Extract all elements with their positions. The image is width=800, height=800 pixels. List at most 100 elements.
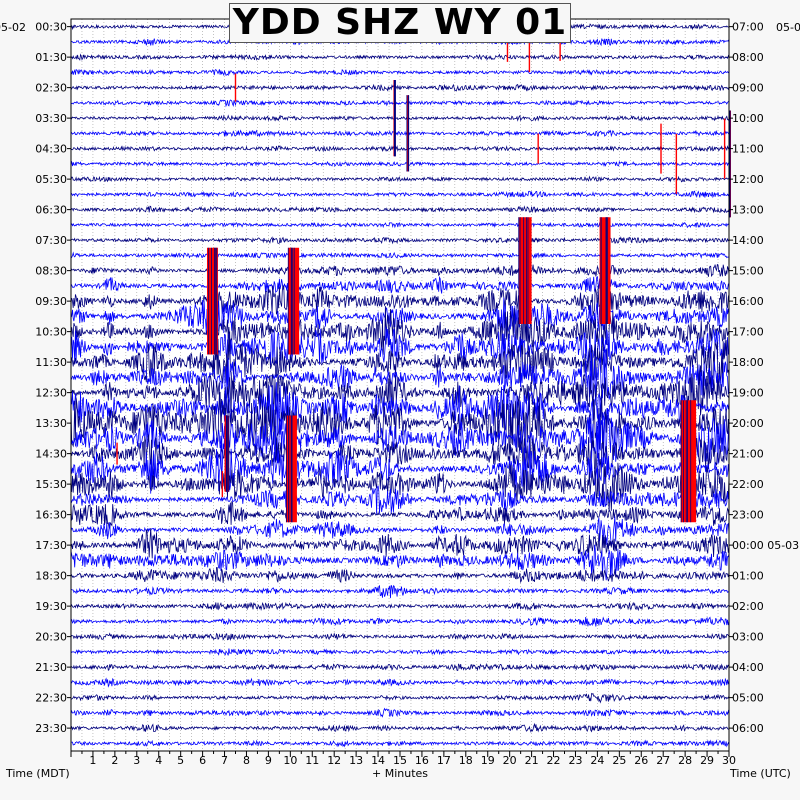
left-tick-label: 14:30 [35, 448, 67, 461]
x-tick-label: 8 [243, 754, 250, 767]
left-tick-label: 22:30 [35, 692, 67, 705]
right-tick-label: 01:00 [732, 570, 764, 583]
trace-row-16 [70, 263, 730, 279]
right-tick-label: 14:00 [732, 234, 764, 247]
trace-row-12 [70, 205, 730, 214]
x-tick-label: 14 [371, 754, 385, 767]
left-tick-label: 19:30 [35, 600, 67, 613]
trace-row-37 [70, 585, 730, 599]
x-tick-label: 22 [547, 754, 561, 767]
trace-row-13 [70, 221, 730, 229]
x-tick-label: 23 [568, 754, 582, 767]
trace-row-8 [70, 144, 730, 153]
trace-row-7 [70, 129, 730, 138]
trace-row-46 [70, 722, 730, 733]
x-tick-label: 24 [590, 754, 604, 767]
right-tick-label: 08:00 [732, 51, 764, 64]
right-tick-label: 22:00 [732, 478, 764, 491]
x-tick-label: 21 [525, 754, 539, 767]
trace-row-3 [70, 68, 730, 77]
trace-row-39 [71, 616, 730, 627]
trace-row-41 [70, 648, 730, 656]
x-tick-label: 1 [89, 754, 96, 767]
left-tick-label: 01:30 [35, 51, 67, 64]
right-tick-label: 21:00 [732, 448, 764, 461]
left-tick-label: 05:30 [35, 173, 67, 186]
left-tick-label: 15:30 [35, 478, 67, 491]
left-tick-label: 23:30 [35, 722, 67, 735]
x-tick-label: 6 [199, 754, 206, 767]
trace-row-25 [70, 382, 730, 437]
left-tick-label: 06:30 [35, 204, 67, 217]
clipped-event-0 [206, 247, 218, 355]
trace-row-4 [70, 83, 730, 92]
right-tick-label: 11:00 [732, 143, 764, 156]
trace-row-33 [70, 516, 730, 547]
trace-row-22 [70, 331, 730, 390]
trace-row-26 [70, 391, 730, 455]
right-tick-label: 17:00 [732, 326, 764, 339]
trace-row-5 [70, 99, 730, 108]
x-tick-label: 4 [155, 754, 162, 767]
trace-row-34 [70, 528, 730, 560]
x-tick-label: 13 [349, 754, 363, 767]
trace-row-14 [70, 236, 730, 245]
x-tick-label: 18 [459, 754, 473, 767]
trace-row-47 [70, 739, 730, 748]
trace-row-32 [70, 500, 730, 529]
x-tick-label: 27 [656, 754, 670, 767]
left-tick-label: 07:30 [35, 234, 67, 247]
trace-row-28 [70, 434, 730, 481]
trace-row-21 [70, 326, 730, 366]
clipped-event-5 [680, 400, 697, 523]
trace-row-15 [70, 251, 730, 260]
x-tick-label: 17 [437, 754, 451, 767]
right-tick-label: 09:00 [732, 82, 764, 95]
right-tick-label: 07:00 [732, 21, 764, 34]
trace-row-10 [70, 175, 730, 183]
trace-row-29 [70, 438, 730, 494]
trace-row-36 [70, 567, 730, 584]
right-date-label: 05-02 [776, 21, 800, 34]
trace-row-30 [70, 462, 730, 512]
clipped-event-8 [406, 95, 409, 172]
right-tick-label: 04:00 [732, 661, 764, 674]
right-tick-label: 19:00 [732, 387, 764, 400]
x-tick-label: 10 [283, 754, 297, 767]
left-tick-label: 09:30 [35, 295, 67, 308]
x-tick-label: 19 [481, 754, 495, 767]
right-tick-label: 02:00 [732, 600, 764, 613]
x-tick-label: 29 [700, 754, 714, 767]
left-tick-label: 00:30 [35, 21, 67, 34]
x-tick-label: 3 [133, 754, 140, 767]
x-tick-label: 25 [612, 754, 626, 767]
right-tick-label: 06:00 [732, 722, 764, 735]
left-tick-label: 10:30 [35, 326, 67, 339]
trace-row-20 [70, 306, 730, 355]
left-tick-label: 08:30 [35, 265, 67, 278]
left-tick-label: 12:30 [35, 387, 67, 400]
x-tick-label: 5 [177, 754, 184, 767]
x-tick-label: 9 [265, 754, 272, 767]
x-tick-label: 2 [111, 754, 118, 767]
trace-row-18 [70, 284, 730, 316]
right-tick-label: 15:00 [732, 265, 764, 278]
trace-row-43 [70, 677, 730, 688]
clipped-event-3 [599, 217, 611, 324]
right-axis-label: Time (UTC) [730, 767, 791, 780]
trace-row-31 [70, 485, 730, 514]
trace-row-27 [70, 407, 730, 465]
right-tick-label: 00:00 05-03 [732, 539, 799, 552]
left-tick-label: 03:30 [35, 112, 67, 125]
trace-row-42 [70, 662, 729, 672]
x-tick-label: 26 [634, 754, 648, 767]
clipped-event-1 [288, 247, 300, 355]
trace-row-40 [70, 632, 730, 641]
trace-row-17 [70, 275, 730, 295]
left-tick-label: 21:30 [35, 661, 67, 674]
trace-row-35 [70, 544, 730, 581]
trace-row-6 [70, 114, 730, 122]
right-tick-label: 03:00 [732, 631, 764, 644]
trace-row-11 [70, 190, 730, 199]
